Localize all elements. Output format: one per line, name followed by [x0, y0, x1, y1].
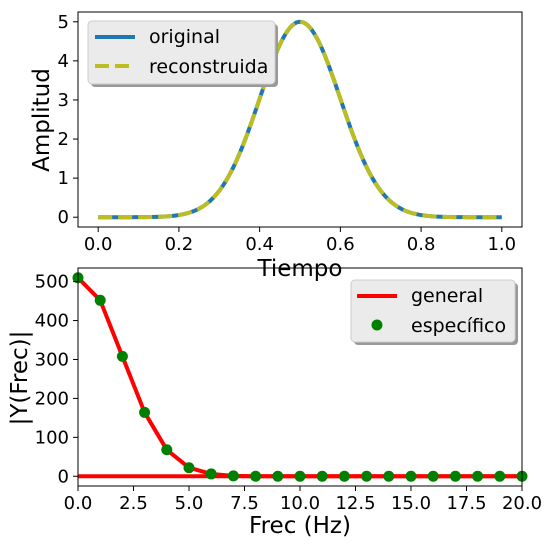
data-point-especifico: [361, 470, 373, 482]
bottom-subplot: 0.0 2.5 5.0 7.5 10.0 12.5 15.0 17.5 20.0 0 100 200…: [7, 267, 542, 539]
data-point-especifico: [139, 406, 151, 418]
bottom-x-tick-label: 12.5: [335, 493, 375, 514]
bottom-y-tick-label: 200: [35, 388, 69, 409]
bottom-x-tick-label: 0.0: [64, 493, 93, 514]
top-x-tick-label: 0.8: [407, 234, 436, 255]
top-y-axis-label: Amplitud: [29, 68, 55, 172]
top-y-ticks: 0 1 2 3 4 5: [58, 12, 78, 228]
top-y-tick-label: 5: [58, 12, 69, 33]
data-point-especifico: [405, 470, 417, 482]
bottom-x-tick-label: 5.0: [175, 493, 204, 514]
top-plot-lines: [98, 19, 502, 220]
legend-marker-especifico: [371, 319, 383, 331]
data-point-especifico: [383, 470, 395, 482]
top-x-tick-label: 0.6: [326, 234, 355, 255]
data-point-especifico: [227, 470, 239, 482]
data-point-especifico: [250, 470, 262, 482]
series-line-reconstruida: [98, 19, 502, 220]
top-x-ticks: 0.0 0.2 0.4 0.6 0.8 1.0: [84, 227, 516, 255]
bottom-y-tick-label: 100: [35, 427, 69, 448]
data-point-especifico: [116, 350, 128, 362]
data-point-especifico: [338, 470, 350, 482]
top-y-tick-label: 0: [58, 207, 69, 228]
data-point-especifico: [427, 470, 439, 482]
legend-label-original: original: [149, 26, 220, 48]
bottom-y-tick-label: 400: [35, 311, 69, 332]
bottom-y-tick-label: 0: [58, 466, 69, 487]
bottom-x-tick-label: 10.0: [280, 493, 320, 514]
legend-label-general: general: [411, 285, 483, 307]
data-point-especifico: [205, 468, 217, 480]
data-point-especifico: [272, 470, 284, 482]
top-y-tick-label: 3: [58, 90, 69, 111]
data-point-especifico: [294, 470, 306, 482]
top-x-tick-label: 0.2: [165, 234, 194, 255]
bottom-x-tick-label: 17.5: [446, 493, 486, 514]
bottom-y-axis-label: |Y(Frec)|: [7, 331, 33, 426]
bottom-legend: general específico: [350, 279, 518, 345]
top-x-axis-label: Tiempo: [257, 256, 343, 282]
bottom-x-ticks: 0.0 2.5 5.0 7.5 10.0 12.5 15.0 17.5 20.0: [64, 486, 542, 514]
data-point-especifico: [161, 444, 173, 456]
bottom-x-tick-label: 20.0: [502, 493, 542, 514]
data-point-especifico: [449, 470, 461, 482]
bottom-x-tick-label: 15.0: [391, 493, 431, 514]
data-point-especifico: [94, 294, 106, 306]
bottom-plot-lines: [72, 272, 528, 482]
top-axes-frame: [77, 11, 523, 228]
bottom-x-axis-label: Frec (Hz): [249, 513, 351, 539]
data-point-especifico: [472, 470, 484, 482]
top-y-tick-label: 2: [58, 129, 69, 150]
legend-label-especifico: específico: [411, 315, 506, 337]
top-x-tick-label: 0.4: [245, 234, 274, 255]
top-x-tick-label: 1.0: [487, 234, 516, 255]
bottom-x-tick-label: 7.5: [230, 493, 259, 514]
bottom-x-tick-label: 2.5: [119, 493, 148, 514]
top-x-tick-label: 0.0: [84, 234, 113, 255]
bottom-y-tick-label: 500: [35, 272, 69, 293]
top-y-tick-label: 1: [58, 168, 69, 189]
data-point-especifico: [183, 462, 195, 474]
bottom-y-ticks: 0 100 200 300 400 500: [35, 272, 78, 487]
data-point-especifico: [316, 470, 328, 482]
legend-label-reconstruida: reconstruida: [149, 56, 268, 78]
top-y-tick-label: 4: [58, 51, 69, 72]
top-subplot: 0.0 0.2 0.4 0.6 0.8 1.0 0 1 2 3 4 5 Tiempo Amplitu…: [29, 11, 523, 282]
top-legend: original reconstruida: [87, 20, 278, 87]
data-point-especifico: [494, 470, 506, 482]
bottom-y-tick-label: 300: [35, 349, 69, 370]
